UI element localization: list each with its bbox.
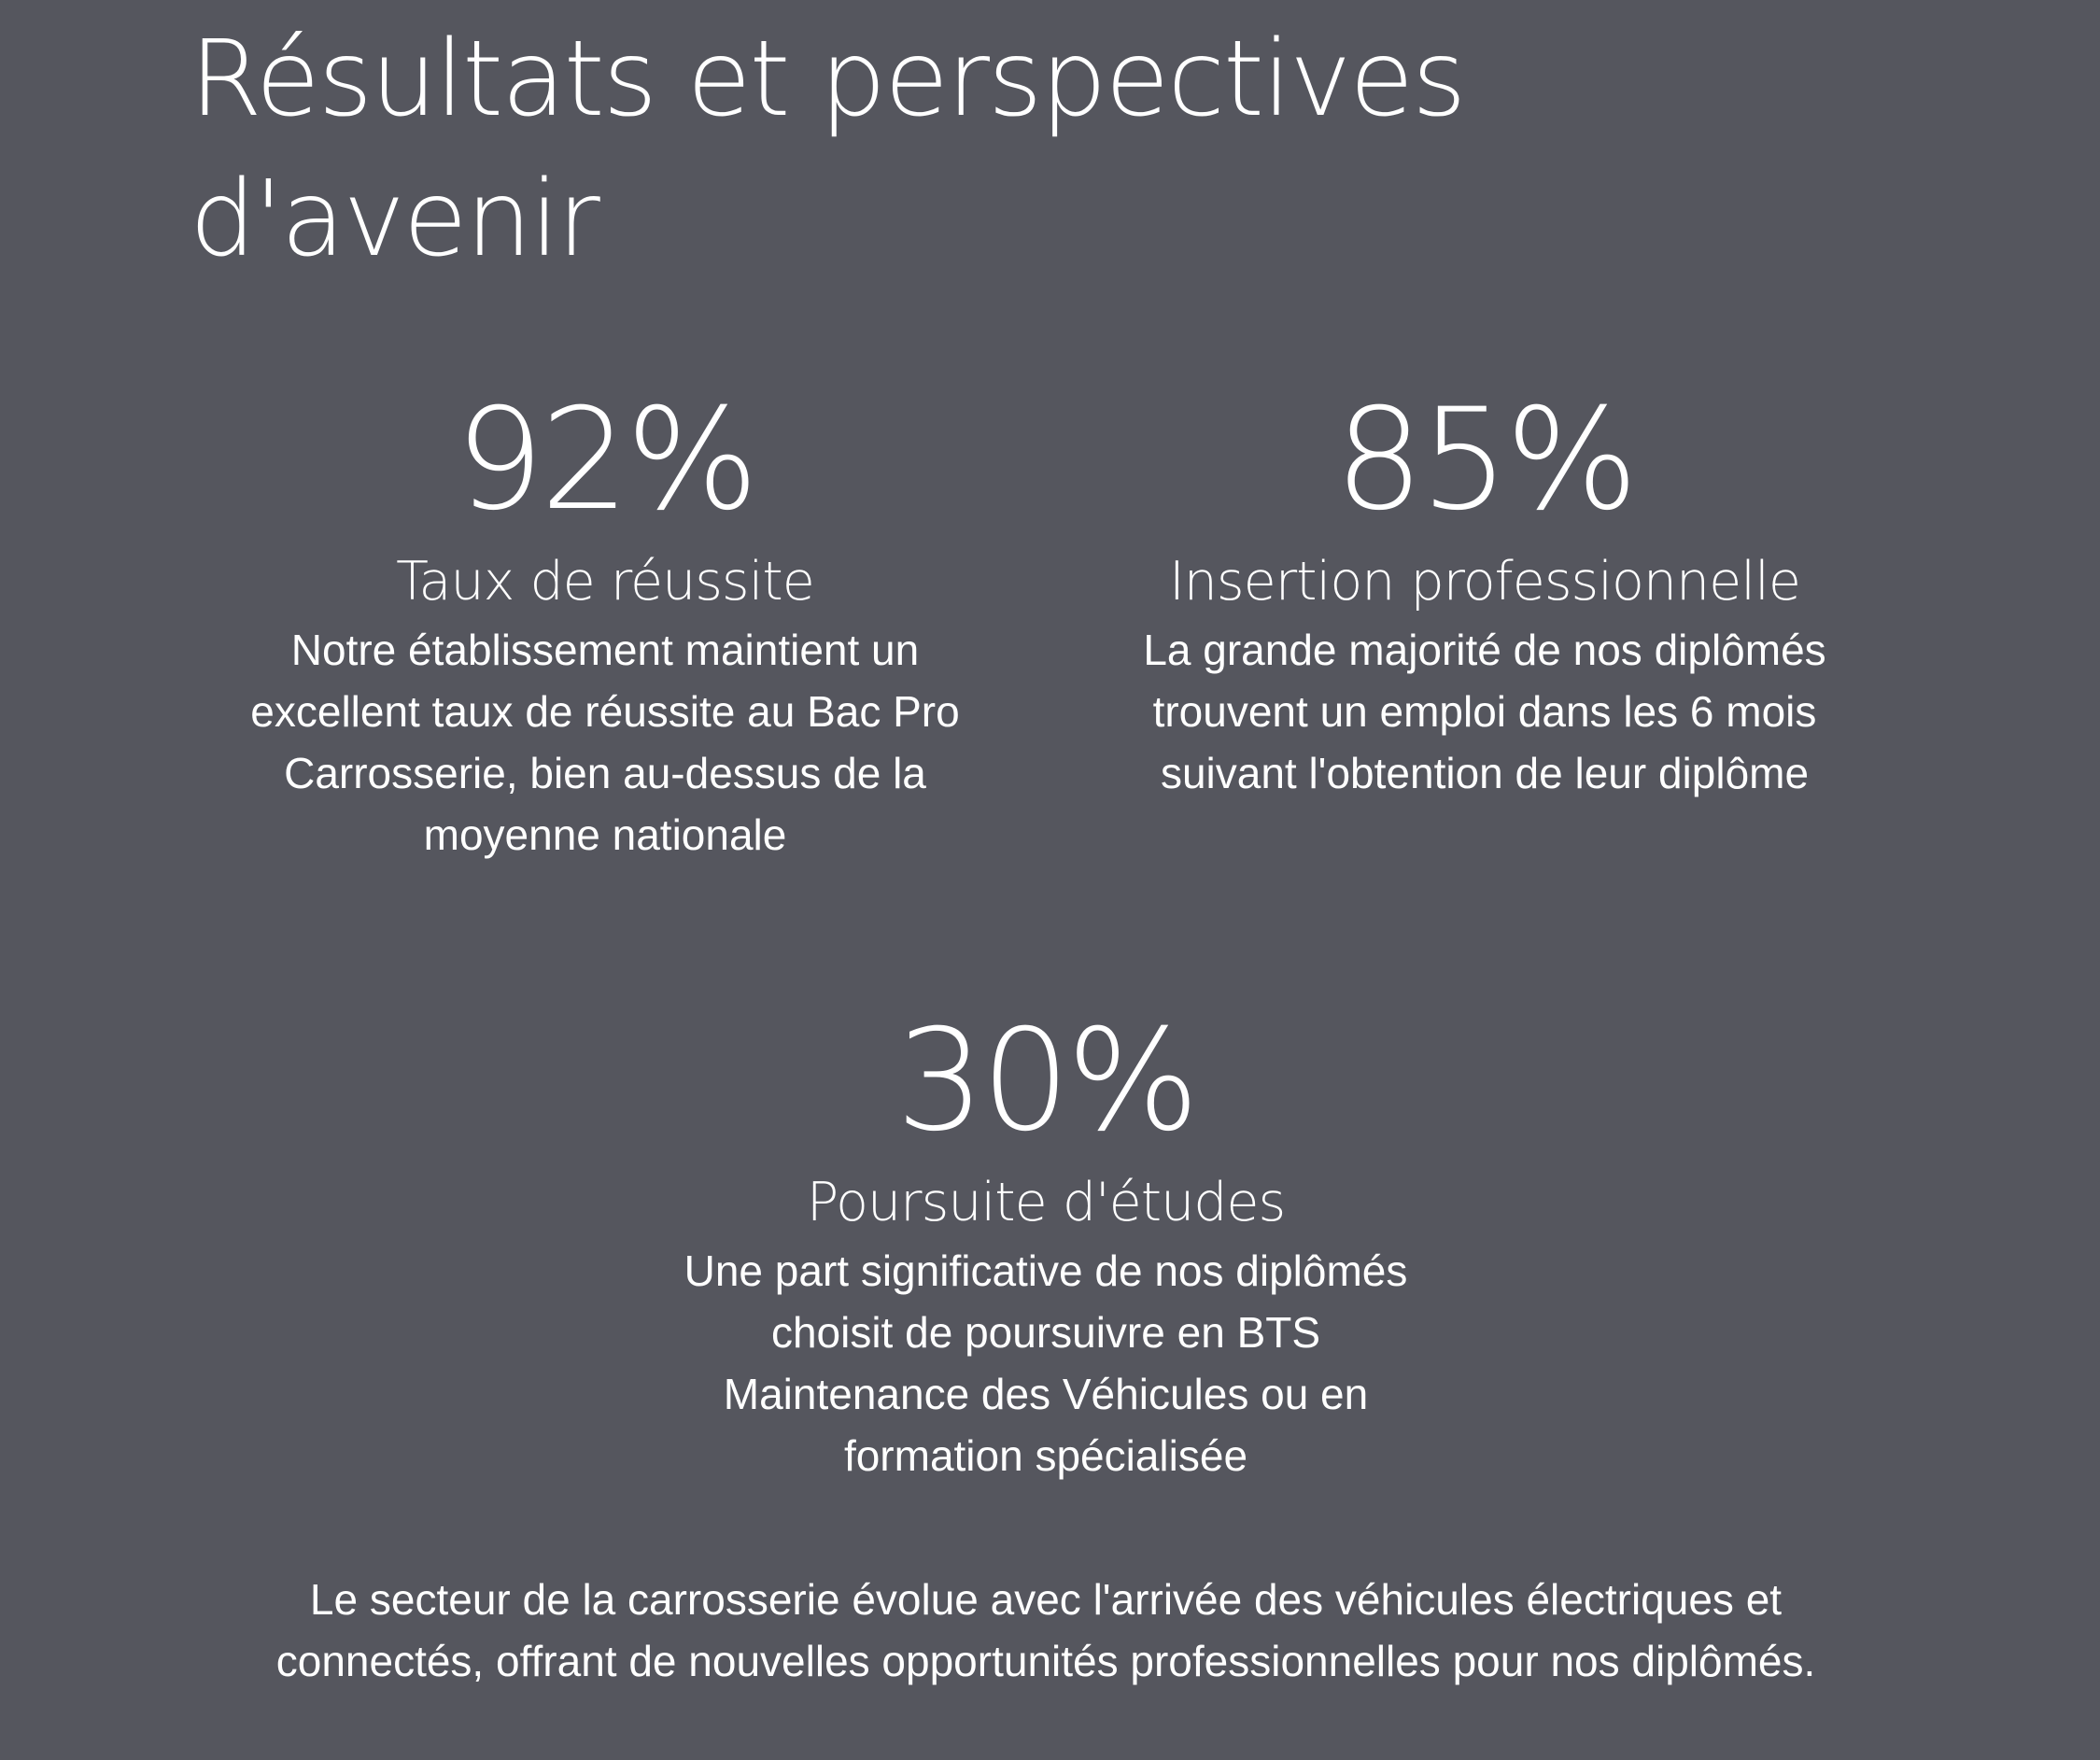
- stat-description-line: Notre établissement maintient un: [290, 626, 920, 674]
- stat-description: La grande majorité de nos diplômés trouv…: [1092, 619, 1877, 804]
- stat-description-line: trouvent un emploi dans les 6 mois: [1152, 687, 1817, 736]
- closing-line: connectés, offrant de nouvelles opportun…: [275, 1637, 1816, 1685]
- page-title-line-2: d'avenir: [190, 159, 600, 280]
- stat-description-line: Une part significative de nos diplômés: [684, 1246, 1408, 1295]
- stat-value: 92%: [455, 379, 758, 542]
- stat-success-rate: 92% Taux de réussite Notre établissement…: [213, 376, 997, 866]
- stat-description-line: moyenne nationale: [423, 810, 787, 859]
- stat-label: Poursuite d'études: [806, 1172, 1286, 1233]
- page-title-line-1: Résultats et perspectives: [190, 19, 1467, 140]
- stat-value: 85%: [1334, 379, 1638, 542]
- stat-description-line: Carrosserie, bien au-dessus de la: [284, 749, 926, 797]
- stat-label: Insertion professionnelle: [1169, 551, 1801, 612]
- stat-professional-insertion: 85% Insertion professionnelle La grande …: [1092, 376, 1877, 804]
- stat-description-line: La grande majorité de nos diplômés: [1143, 626, 1826, 674]
- page-title: Résultats et perspectives d'avenir: [190, 9, 1777, 289]
- closing-paragraph: Le secteur de la carrosserie évolue avec…: [140, 1569, 1952, 1692]
- stat-description-line: suivant l'obtention de leur diplôme: [1160, 749, 1810, 797]
- stat-description-line: excellent taux de réussite au Bac Pro: [250, 687, 960, 736]
- stat-description-line: Maintenance des Véhicules ou en: [723, 1370, 1369, 1418]
- stat-description: Notre établissement maintient un excelle…: [213, 619, 997, 866]
- stat-label: Taux de réussite: [396, 551, 815, 612]
- stat-description-line: formation spécialisée: [843, 1431, 1248, 1480]
- stat-description: Une part significative de nos diplômés c…: [644, 1240, 1447, 1486]
- closing-line: Le secteur de la carrosserie évolue avec…: [309, 1575, 1783, 1624]
- stat-further-studies: 30% Poursuite d'études Une part signific…: [644, 997, 1447, 1486]
- stat-value: 30%: [895, 1000, 1199, 1162]
- stat-description-line: choisit de poursuivre en BTS: [770, 1308, 1321, 1357]
